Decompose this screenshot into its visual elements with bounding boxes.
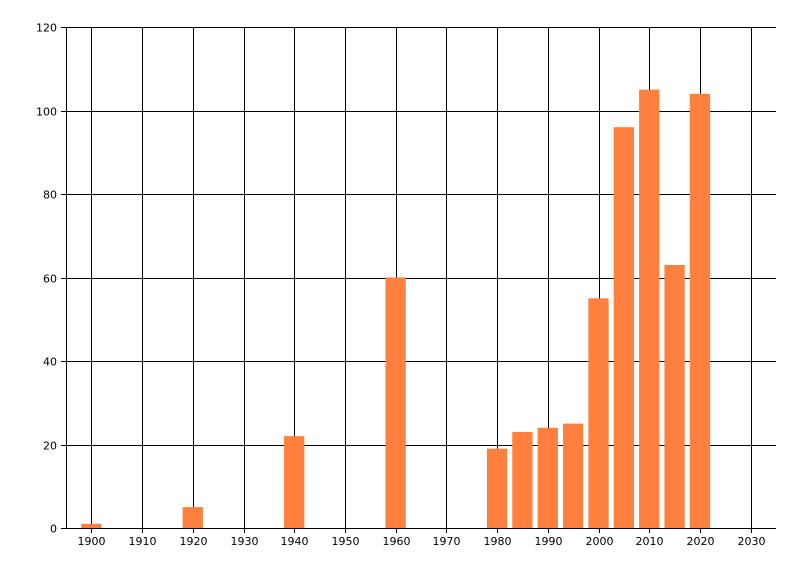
x-tick-label: 1990 — [535, 535, 563, 548]
y-tick-label: 60 — [43, 273, 57, 286]
bar-1940 — [284, 436, 305, 528]
tick-labels: 0 20 40 60 80 100 120 1900 1910 1920 1930 1940 1950 1… — [36, 22, 766, 549]
x-tick-label: 1950 — [332, 535, 360, 548]
bar-1990 — [537, 427, 558, 528]
y-tick-label: 0 — [50, 523, 57, 536]
x-tick-label: 1930 — [231, 535, 259, 548]
bar-1980 — [486, 448, 508, 528]
bar-1960 — [385, 277, 406, 528]
bar-1920 — [182, 507, 203, 528]
y-tick-label: 100 — [36, 106, 57, 119]
x-tick-label: 1970 — [433, 535, 461, 548]
x-tick-label: 2030 — [738, 535, 766, 548]
bars — [81, 89, 711, 529]
bar-2020 — [689, 93, 711, 529]
bar-2005 — [613, 127, 634, 528]
x-tick-label: 1940 — [281, 535, 309, 548]
bar-2010 — [639, 89, 660, 528]
y-tick-label: 20 — [43, 440, 57, 453]
x-tick-label: 1910 — [129, 535, 157, 548]
bar-1985 — [512, 431, 533, 528]
y-tick-label: 80 — [43, 189, 57, 202]
y-tick-label: 40 — [43, 356, 57, 369]
x-tick-label: 1980 — [484, 535, 512, 548]
x-tick-label: 1960 — [383, 535, 411, 548]
x-tick-label: 1900 — [78, 535, 106, 548]
x-tick-label: 2020 — [687, 535, 715, 548]
x-tick-label: 2010 — [636, 535, 664, 548]
bar-1900 — [81, 523, 102, 528]
bar-2015 — [664, 264, 685, 528]
bar-2000 — [588, 298, 609, 528]
axes — [61, 27, 776, 533]
x-tick-label: 1920 — [180, 535, 208, 548]
x-tick-label: 2000 — [586, 535, 614, 548]
y-tick-label: 120 — [36, 22, 57, 35]
bar-1995 — [563, 423, 584, 528]
